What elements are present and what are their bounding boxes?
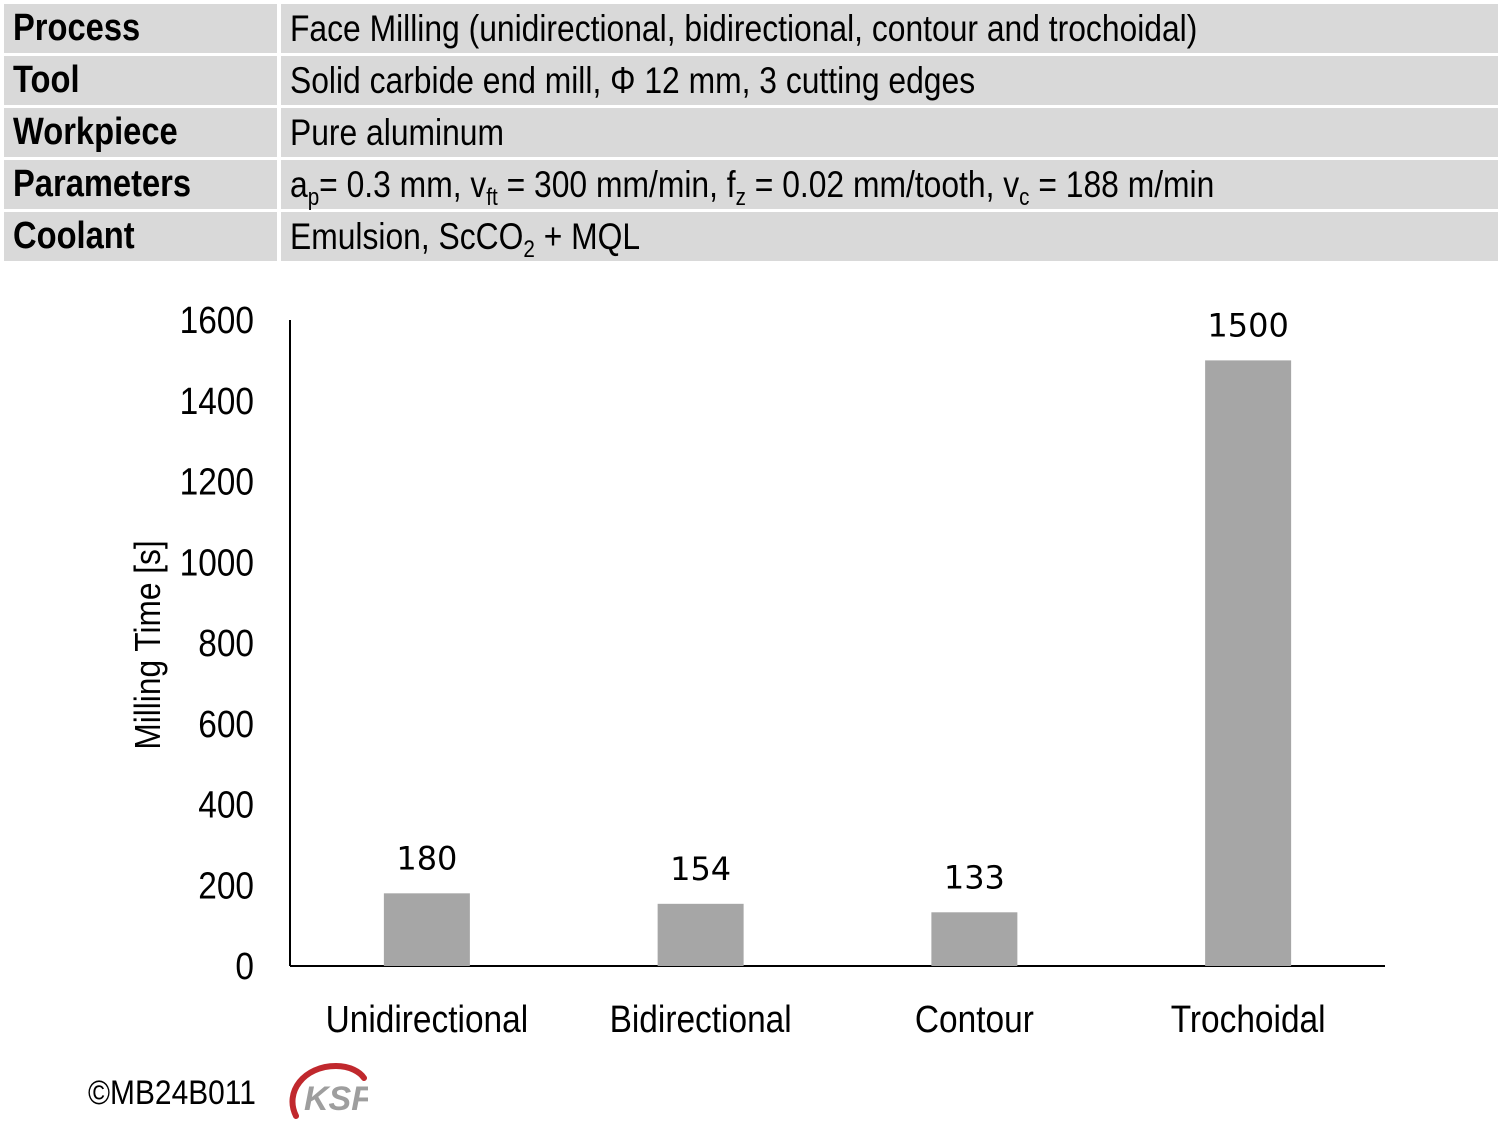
table-row-coolant: Coolant Emulsion, ScCO2 + MQL [4,212,1498,261]
bar [657,903,744,966]
data-labels: 180 154 133 1500 [396,306,1289,896]
table-row-workpiece: Workpiece Pure aluminum [4,108,1498,157]
row-value: Emulsion, ScCO2 + MQL [281,212,1498,261]
x-tick-labels: Unidirectional Bidirectional Contour Trocho… [326,998,1326,1040]
bar [383,893,470,966]
row-value: Solid carbide end mill, Φ 12 mm, 3 cutti… [281,56,1498,105]
y-tick-label: 400 [198,784,254,826]
x-tick-label: Unidirectional [326,998,529,1040]
x-tick-label: Contour [915,998,1034,1040]
svg-text:KSF: KSF [304,1080,368,1118]
row-value: ap= 0.3 mm, vft = 300 mm/min, fz = 0.02 … [281,160,1498,209]
y-tick-label: 1000 [180,541,254,583]
data-label: 133 [944,858,1005,896]
y-axis-label: Milling Time [s] [128,540,168,749]
x-tick-label: Bidirectional [610,998,792,1040]
copyright-text: ©MB24B011 [88,1073,256,1112]
data-label: 180 [396,839,457,877]
parameter-table: Process Face Milling (unidirectional, bi… [4,1,1498,264]
bar [931,912,1018,966]
row-label: Process [4,4,281,53]
y-tick-labels: 0 200 400 600 800 1000 1200 1400 1600 [180,299,254,987]
data-label: 154 [670,850,731,888]
y-tick-label: 200 [198,864,254,906]
ksf-logo: KSF [289,1062,368,1119]
y-tick-label: 600 [198,703,254,745]
bars [383,360,1292,966]
data-label: 1500 [1207,306,1288,344]
y-tick-label: 1600 [180,299,254,341]
footer: ©MB24B011 KSF [88,1062,368,1119]
y-tick-label: 0 [235,945,254,987]
y-tick-label: 1200 [180,461,254,503]
table-row-tool: Tool Solid carbide end mill, Φ 12 mm, 3 … [4,56,1498,105]
y-tick-label: 1400 [180,380,254,422]
y-tick-label: 800 [198,622,254,664]
table-row-process: Process Face Milling (unidirectional, bi… [4,4,1498,53]
row-label: Parameters [4,160,281,209]
table-row-parameters: Parameters ap= 0.3 mm, vft = 300 mm/min,… [4,160,1498,209]
row-label: Coolant [4,212,281,261]
row-label: Workpiece [4,108,281,157]
bar [1205,360,1292,966]
row-value: Pure aluminum [281,108,1498,157]
x-tick-label: Trochoidal [1171,998,1326,1040]
row-label: Tool [4,56,281,105]
chart-axes [289,320,1385,967]
row-value: Face Milling (unidirectional, bidirectio… [281,4,1498,53]
